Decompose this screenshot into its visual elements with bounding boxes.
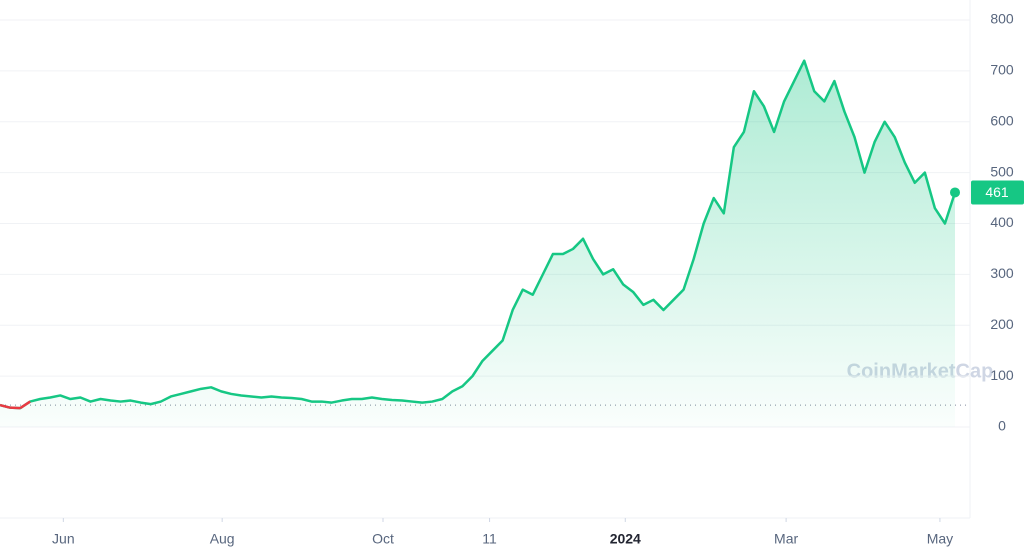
y-tick-label: 800 bbox=[990, 11, 1014, 27]
y-tick-label: 0 bbox=[998, 418, 1006, 434]
last-point bbox=[950, 187, 960, 198]
y-tick-label: 200 bbox=[990, 316, 1014, 332]
price-segment-down bbox=[9, 406, 21, 410]
y-tick-label: 300 bbox=[990, 265, 1014, 281]
y-tick-label: 500 bbox=[990, 163, 1014, 179]
area bbox=[0, 60, 955, 427]
x-tick-label: Oct bbox=[372, 531, 394, 547]
price-segment-down bbox=[0, 403, 11, 409]
price-line bbox=[0, 59, 957, 410]
price-segment-down bbox=[19, 400, 31, 410]
x-tick-label: 11 bbox=[482, 531, 497, 547]
x-tick-label: Jun bbox=[52, 531, 75, 547]
x-tick-label: May bbox=[927, 531, 953, 547]
price-tag bbox=[971, 180, 1024, 205]
x-tick-label: Aug bbox=[210, 531, 235, 547]
y-tick-label: 100 bbox=[990, 367, 1014, 383]
price-label: 461 bbox=[985, 184, 1009, 200]
y-tick-label: 600 bbox=[990, 112, 1014, 128]
x-tick-label: 2024 bbox=[610, 531, 641, 547]
y-tick-label: 400 bbox=[990, 214, 1014, 230]
x-tick-label: Mar bbox=[774, 531, 798, 547]
y-tick-label: 700 bbox=[990, 62, 1014, 78]
